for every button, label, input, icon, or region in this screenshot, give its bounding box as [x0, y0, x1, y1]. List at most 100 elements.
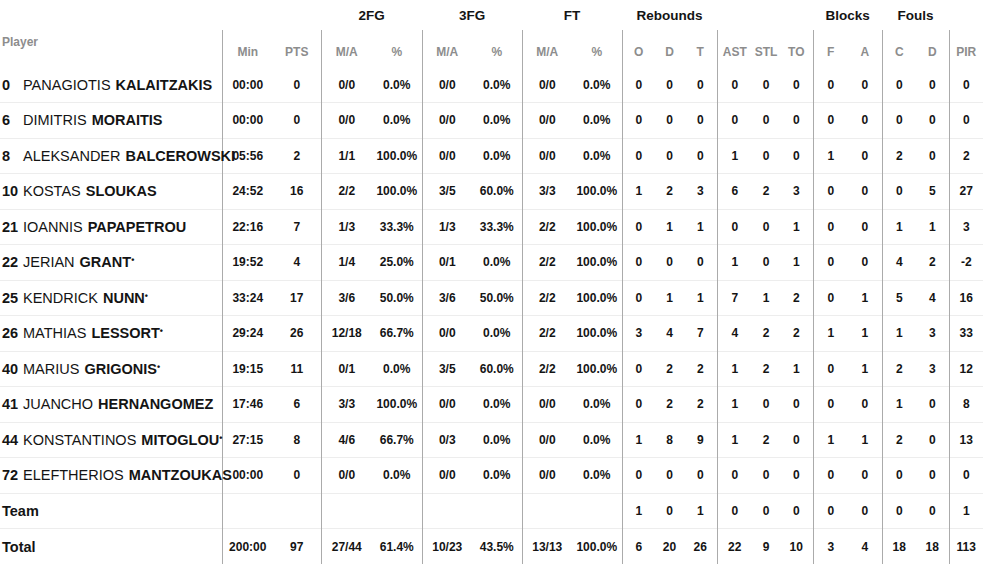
cell-blk-f: 0 [813, 245, 848, 281]
cell-foul-c: 18 [882, 529, 916, 565]
cell-2fg-ma: 1/3 [321, 209, 372, 245]
cell-blk-f: 3 [813, 529, 848, 565]
col-header-foul-c: C [882, 30, 916, 67]
player-first-name: KENDRICK [23, 290, 98, 306]
player-cell: 25KENDRICKNUNN• [0, 280, 222, 316]
cell-reb-d: 8 [655, 422, 684, 458]
col-header-to: TO [780, 30, 813, 67]
player-cell: 10KOSTASSLOUKAS [0, 174, 222, 210]
cell-ft-pct: 0.0% [572, 387, 622, 423]
cell-ast: 22 [717, 529, 752, 565]
cell-2fg-pct: 50.0% [372, 280, 422, 316]
cell-reb-t: 0 [684, 67, 717, 103]
cell-pir: 2 [949, 138, 983, 174]
cell-2fg-ma: 27/44 [321, 529, 372, 565]
cell-3fg-ma: 0/0 [422, 103, 472, 139]
cell-ft-pct: 0.0% [572, 138, 622, 174]
cell-3fg-pct: 60.0% [472, 174, 522, 210]
col-header-reb-d: D [655, 30, 684, 67]
cell-blk-f: 0 [813, 67, 848, 103]
cell-pts: 0 [273, 103, 321, 139]
cell-reb-o: 1 [622, 174, 655, 210]
cell-2fg-ma [321, 493, 372, 529]
cell-2fg-ma: 3/6 [321, 280, 372, 316]
cell-ast: 1 [717, 387, 752, 423]
cell-blk-a: 1 [848, 280, 882, 316]
cell-reb-d: 1 [655, 280, 684, 316]
player-cell: 8ALEKSANDERBALCEROWSKI [0, 138, 222, 174]
cell-stl: 0 [752, 458, 780, 494]
cell-reb-o: 6 [622, 529, 655, 565]
cell-foul-d: 4 [916, 280, 949, 316]
cell-reb-o: 0 [622, 67, 655, 103]
cell-blk-a: 0 [848, 387, 882, 423]
cell-foul-d: 5 [916, 174, 949, 210]
cell-to: 0 [780, 387, 813, 423]
cell-foul-d: 0 [916, 458, 949, 494]
cell-2fg-ma: 3/3 [321, 387, 372, 423]
cell-reb-o: 0 [622, 351, 655, 387]
col-header-min: Min [222, 30, 273, 67]
cell-pts [273, 493, 321, 529]
player-row: 21IOANNISPAPAPETROU 22:16 7 1/3 33.3% 1/… [0, 209, 983, 245]
cell-2fg-pct: 66.7% [372, 316, 422, 352]
player-row: 25KENDRICKNUNN• 33:24 17 3/6 50.0% 3/6 5… [0, 280, 983, 316]
cell-ft-pct: 0.0% [572, 103, 622, 139]
col-header-3fg-pct: % [472, 30, 522, 67]
player-last-name: GRANT [80, 254, 132, 270]
player-cell: 26MATHIASLESSORT• [0, 316, 222, 352]
cell-2fg-pct [372, 493, 422, 529]
cell-reb-d: 0 [655, 67, 684, 103]
cell-pts: 2 [273, 138, 321, 174]
cell-blk-f: 1 [813, 316, 848, 352]
cell-3fg-pct: 0.0% [472, 458, 522, 494]
cell-to: 1 [780, 245, 813, 281]
cell-min: 29:24 [222, 316, 273, 352]
cell-min: 00:00 [222, 67, 273, 103]
cell-ft-pct: 100.0% [572, 529, 622, 565]
player-number: 0 [2, 77, 23, 93]
cell-ft-pct: 100.0% [572, 174, 622, 210]
group-header-2fg: 2FG [321, 0, 422, 30]
cell-2fg-pct: 0.0% [372, 351, 422, 387]
cell-pir: 12 [949, 351, 983, 387]
player-cell: 41JUANCHOHERNANGOMEZ [0, 387, 222, 423]
col-header-player: Player [0, 30, 222, 67]
player-cell: 40MARIUSGRIGONIS• [0, 351, 222, 387]
cell-pts: 7 [273, 209, 321, 245]
cell-3fg-pct: 33.3% [472, 209, 522, 245]
cell-3fg-pct: 0.0% [472, 422, 522, 458]
cell-reb-t: 2 [684, 387, 717, 423]
col-header-ft-ma: M/A [522, 30, 572, 67]
player-row: 8ALEKSANDERBALCEROWSKI 05:56 2 1/1 100.0… [0, 138, 983, 174]
cell-2fg-ma: 0/0 [321, 458, 372, 494]
col-header-2fg-pct: % [372, 30, 422, 67]
cell-reb-d: 0 [655, 138, 684, 174]
starter-marker-icon: • [145, 291, 148, 301]
cell-blk-a: 0 [848, 103, 882, 139]
cell-ast: 6 [717, 174, 752, 210]
col-header-2fg-ma: M/A [321, 30, 372, 67]
cell-ft-pct: 100.0% [572, 316, 622, 352]
cell-foul-d: 2 [916, 245, 949, 281]
cell-foul-d: 0 [916, 493, 949, 529]
cell-reb-o: 0 [622, 245, 655, 281]
column-header-row: Player Min PTS M/A % M/A % M/A % O D T A… [0, 30, 983, 67]
player-cell: 0PANAGIOTISKALAITZAKIS [0, 67, 222, 103]
cell-min: 19:15 [222, 351, 273, 387]
cell-stl: 1 [752, 280, 780, 316]
cell-reb-o: 0 [622, 387, 655, 423]
cell-ast: 4 [717, 316, 752, 352]
player-number: 26 [2, 325, 23, 341]
cell-min: 19:52 [222, 245, 273, 281]
cell-blk-a: 1 [848, 351, 882, 387]
cell-to: 3 [780, 174, 813, 210]
cell-stl: 2 [752, 174, 780, 210]
cell-ft-pct: 100.0% [572, 280, 622, 316]
cell-foul-c: 1 [882, 209, 916, 245]
cell-blk-f: 0 [813, 351, 848, 387]
cell-to: 1 [780, 209, 813, 245]
cell-foul-c: 4 [882, 245, 916, 281]
player-last-name: PAPAPETROU [88, 219, 187, 235]
cell-ast: 0 [717, 67, 752, 103]
